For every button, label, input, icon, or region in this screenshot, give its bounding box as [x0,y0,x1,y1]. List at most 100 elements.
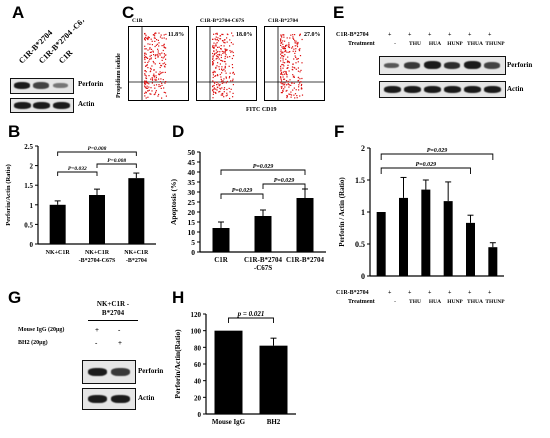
flow-event [149,58,151,60]
flow-event [144,83,147,85]
flow-event [159,81,161,83]
flow-event [226,80,228,83]
flow-event [281,92,283,94]
flow-event [147,43,149,45]
flow-event [144,56,146,58]
flow-event [144,45,146,47]
flow-event [295,68,297,70]
flow-event [214,71,216,73]
p-value-label: P=0.029 [274,178,295,184]
bar [259,345,288,414]
y-axis-label: Perforin/Actin (Ratio) [5,164,12,226]
e-perforin-blot [379,56,506,75]
flow-event [285,71,287,73]
flow-event [288,51,290,53]
flow-event [232,35,234,37]
g-actin-label: Actin [138,394,155,402]
flow-event [158,42,160,44]
flow-plot-1: C1R 11.8% [128,18,190,106]
flow-event [154,79,156,81]
flow-event [221,60,223,62]
flow-event [159,54,161,56]
flow-event [157,56,159,58]
flow-event [149,55,151,57]
flow-event [153,73,155,75]
lane-label-c1r: C1R [57,48,75,66]
flow-event [144,85,146,87]
flow-event [291,68,293,71]
flow-event [281,86,283,88]
flow-plot-title: C1R-B*2704 [268,18,298,24]
sign-plus: + [488,290,492,296]
flow-event [147,38,149,41]
flow-event [221,50,223,52]
flow-event [297,58,299,60]
flow-event [164,66,166,68]
flow-percent: 11.8% [168,32,184,38]
flow-x-label: FITC CD19 [246,107,277,113]
flow-event [158,45,160,47]
flow-event [215,52,217,54]
flow-event [220,78,222,80]
flow-event [292,37,294,39]
flow-event [298,89,300,91]
flow-event [215,36,217,38]
flow-event [216,56,218,58]
flow-event [225,76,227,78]
flow-event [156,54,158,56]
flow-event [160,78,162,80]
flow-event [229,76,231,78]
flow-event [292,50,294,52]
flow-event [232,67,234,69]
y-tick-label: 80 [194,344,202,352]
flow-event [151,77,153,79]
flow-event [282,34,284,36]
flow-event [222,92,224,95]
flow-event [289,93,291,95]
flow-event [288,84,290,86]
y-tick-label: 20 [194,394,202,402]
flow-event [285,58,287,60]
flow-event [156,43,159,45]
flow-event [148,37,150,39]
flow-event [293,94,295,96]
flow-event [159,62,161,64]
flow-event [213,33,215,35]
flow-event [147,36,149,38]
flow-event [213,46,215,48]
flow-event [223,60,225,63]
flow-event [161,59,163,61]
flow-event [296,46,299,48]
y-tick-label: 10 [188,228,196,237]
flow-event [216,32,218,34]
flow-event [221,66,223,68]
flow-event [297,43,299,45]
flow-event [161,72,163,74]
flow-event [165,54,167,56]
flow-event [291,82,293,84]
flow-event [284,49,286,51]
flow-event [283,65,285,67]
flow-event [216,33,218,35]
y-tick-label: 2.5 [24,143,33,151]
flow-event [150,54,152,56]
bar [376,212,386,276]
flow-event [294,45,296,47]
flow-event [145,87,147,89]
sign-plus: + [468,290,472,296]
flow-event [155,32,157,34]
flow-event [150,48,153,50]
treatment-label: THUNP [485,299,505,305]
flow-event [284,54,286,56]
flow-event [144,95,146,97]
flow-event [284,51,286,53]
flow-event [215,67,217,69]
flow-event [281,64,283,66]
flow-event [216,42,218,44]
flow-event [229,91,231,93]
flow-y-label: Propidium iodide [116,53,122,98]
flow-event [232,51,234,54]
flow-event [145,71,147,73]
flow-event [286,95,288,97]
